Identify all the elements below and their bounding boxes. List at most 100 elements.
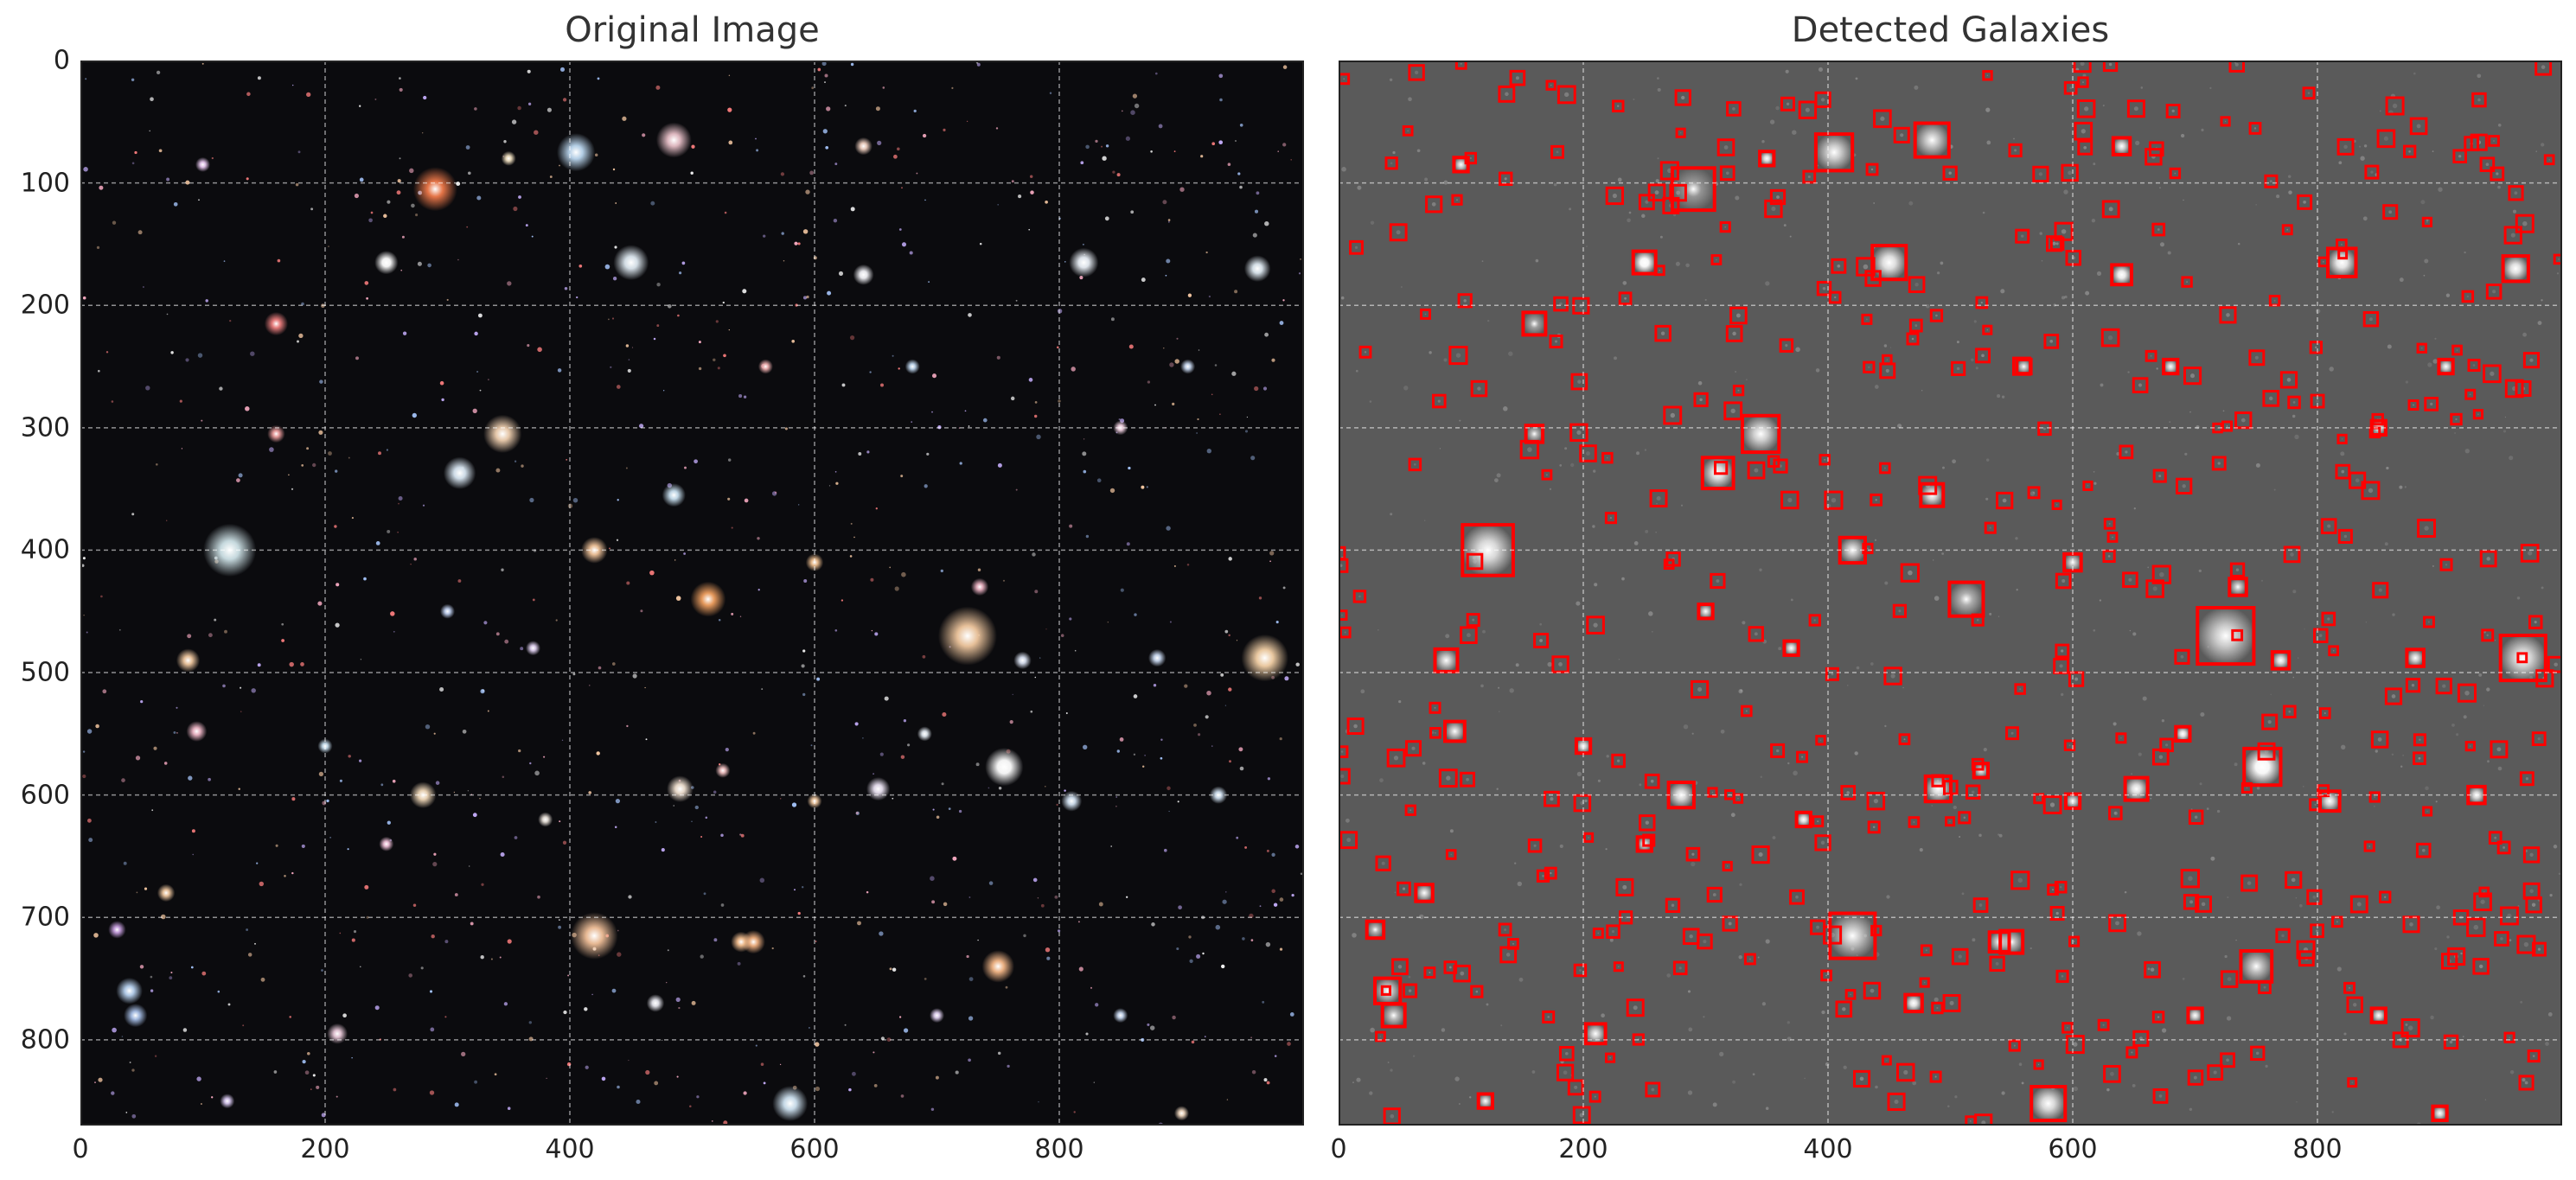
detection-box — [2424, 397, 2439, 411]
galaxy — [1925, 775, 1952, 802]
detection-box — [2250, 1045, 2266, 1061]
detection-box — [1499, 946, 1518, 964]
detection-box — [1470, 380, 1488, 398]
detection-box — [2097, 1018, 2110, 1031]
detection-box — [2415, 842, 2432, 858]
detection-box — [1339, 831, 1358, 850]
detection-box — [2102, 61, 2119, 73]
detection-box — [2362, 311, 2380, 328]
detection-box — [2318, 707, 2331, 719]
detection-box — [1583, 832, 1595, 843]
galaxy — [440, 603, 455, 619]
detection-box — [2132, 377, 2149, 393]
detection-box — [2063, 80, 2078, 95]
detection-box — [2145, 349, 2157, 362]
detection-box — [2119, 444, 2134, 460]
detection-box — [2008, 1039, 2021, 1052]
detection-box — [2033, 793, 2045, 805]
galaxy — [1061, 790, 1083, 812]
galaxy — [853, 264, 874, 285]
detection-box — [1425, 195, 1443, 214]
detection-box — [2074, 121, 2093, 141]
detection-box — [1764, 199, 1783, 219]
detection-box — [1675, 127, 1686, 138]
galaxy — [1382, 1004, 1406, 1028]
detection-box — [1452, 156, 1470, 174]
detection-box — [1814, 834, 1831, 852]
detection-box — [1559, 1046, 1575, 1062]
detection-box — [2478, 886, 2490, 898]
detection-box — [1549, 335, 1563, 348]
galaxy — [854, 137, 873, 156]
detection-box — [1700, 456, 1735, 491]
detection-box — [2229, 562, 2246, 577]
detection-box — [1789, 889, 1805, 905]
detection-box — [1996, 491, 2014, 510]
galaxy — [379, 836, 394, 852]
detection-box — [2152, 1088, 2169, 1104]
detection-box — [2065, 1035, 2085, 1055]
detection-box — [2240, 874, 2259, 892]
detection-box — [1780, 96, 1795, 112]
detection-box — [2111, 136, 2132, 156]
detection-box — [2336, 433, 2348, 444]
galaxy — [267, 424, 285, 443]
detection-box — [2413, 751, 2426, 766]
detection-box — [2061, 1022, 2074, 1034]
detection-box — [1346, 718, 1365, 735]
detection-box — [2195, 896, 2213, 913]
y-tick-label: 700 — [20, 902, 70, 933]
detection-box — [2485, 284, 2502, 300]
galaxy — [655, 122, 692, 158]
detection-box — [1966, 784, 1981, 800]
detection-box — [2403, 144, 2417, 158]
detection-box — [1433, 647, 1460, 673]
detection-box — [1813, 132, 1855, 173]
detection-box — [1722, 860, 1733, 872]
detection-box — [2372, 582, 2389, 599]
detection-box — [1853, 1069, 1871, 1088]
detection-box — [2479, 550, 2497, 568]
detection-box — [1947, 580, 1985, 618]
galaxy — [646, 994, 665, 1012]
detection-box — [1612, 99, 1625, 112]
detection-box — [2384, 687, 2403, 705]
detection-box — [2037, 421, 2052, 437]
detection-box — [1553, 296, 1569, 312]
y-tick-label: 800 — [20, 1024, 70, 1056]
galaxy — [2196, 606, 2255, 666]
detection-box — [2464, 388, 2477, 400]
detection-box — [2106, 532, 2119, 543]
detection-box — [2174, 648, 2190, 665]
galaxy — [124, 1004, 148, 1028]
detection-box — [2435, 677, 2452, 695]
galaxy — [2030, 1086, 2067, 1121]
detection-box — [2452, 149, 2468, 164]
detection-box — [1541, 469, 1553, 481]
x-tick-label: 200 — [1558, 1134, 1608, 1164]
detection-box — [2379, 890, 2392, 903]
detection-box — [1527, 839, 1543, 853]
galaxy — [1948, 581, 1985, 617]
galaxy — [327, 1023, 348, 1044]
detection-box — [1611, 753, 1626, 769]
detection-box — [1498, 85, 1516, 103]
detection-box — [2423, 616, 2435, 628]
detection-box — [1663, 405, 1683, 425]
detection-box — [2439, 558, 2453, 571]
detection-box — [1773, 458, 1788, 474]
x-tick-label: 400 — [1803, 1134, 1853, 1164]
detection-box — [1732, 385, 1745, 397]
detection-box — [1647, 183, 1666, 201]
detection-box — [2402, 915, 2420, 934]
detection-box — [1825, 667, 1839, 681]
x-tick-label: 400 — [545, 1134, 595, 1164]
detection-box — [1405, 740, 1422, 757]
galaxy — [970, 577, 989, 596]
galaxy — [613, 245, 649, 281]
detection-box — [2196, 606, 2256, 667]
galaxy — [690, 581, 726, 617]
galaxy — [1415, 883, 1434, 903]
galaxy — [2502, 255, 2529, 282]
